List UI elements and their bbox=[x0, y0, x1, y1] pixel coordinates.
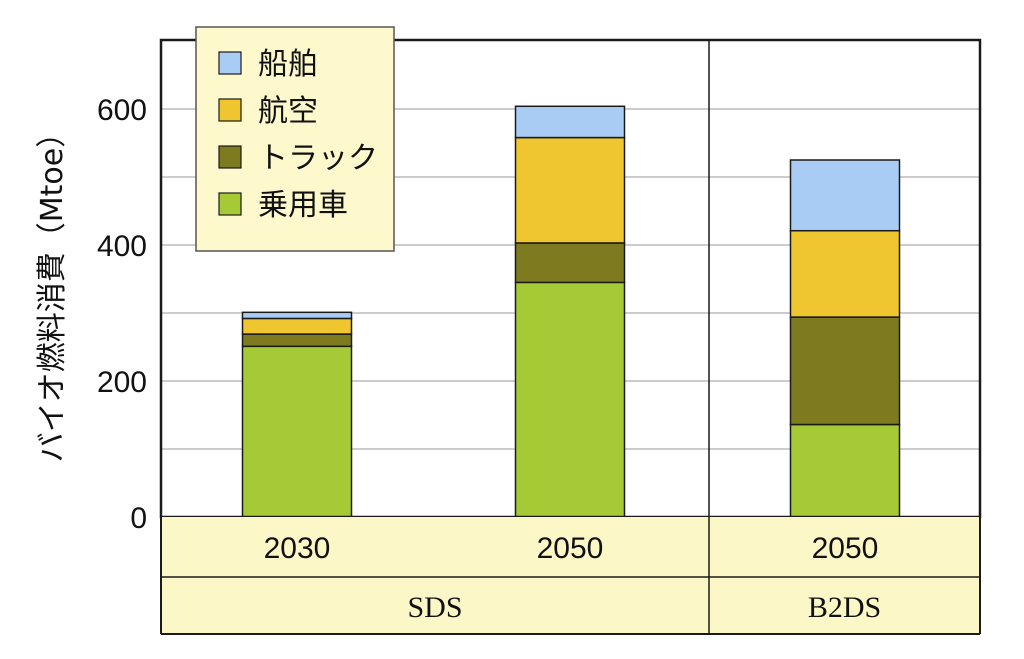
y-tick-label: 400 bbox=[97, 230, 147, 263]
y-tick-label: 200 bbox=[97, 366, 147, 399]
bar-segment bbox=[241, 311, 353, 320]
legend-label: 乗用車 bbox=[258, 188, 348, 223]
bar-segment bbox=[789, 159, 901, 232]
bar-segment bbox=[789, 316, 901, 426]
x-category-label: 2050 bbox=[812, 532, 879, 565]
legend-label: トラック bbox=[258, 141, 378, 176]
x-category-label: 2030 bbox=[264, 532, 331, 565]
y-tick-labels: 0 200 400 600 bbox=[97, 94, 147, 535]
legend-swatch bbox=[218, 192, 242, 216]
legend-label: 船舶 bbox=[258, 47, 318, 82]
bar-segment bbox=[241, 333, 353, 348]
legend-label: 航空 bbox=[258, 94, 318, 129]
bar-segment bbox=[241, 317, 353, 335]
bar-segment bbox=[514, 105, 626, 139]
y-tick-label: 0 bbox=[130, 502, 147, 535]
bar-segment bbox=[514, 281, 626, 518]
bar-segment bbox=[789, 229, 901, 318]
y-tick-label: 600 bbox=[97, 94, 147, 127]
bar-segment bbox=[241, 345, 353, 518]
bar-segment bbox=[514, 242, 626, 284]
bar-segment bbox=[514, 136, 626, 244]
bar-stacks bbox=[241, 105, 901, 518]
category-bands: 2030 2050 2050 SDS B2DS bbox=[160, 517, 981, 635]
legend-swatch bbox=[218, 51, 242, 75]
bar-segment bbox=[789, 423, 901, 518]
x-category-label: 2050 bbox=[537, 532, 604, 565]
legend-swatch bbox=[218, 145, 242, 169]
y-axis-label: バイオ燃料消費（Mtoe） bbox=[35, 118, 70, 462]
category-band-fill bbox=[161, 517, 980, 634]
x-group-label: SDS bbox=[407, 591, 462, 624]
legend-swatch bbox=[218, 98, 242, 122]
x-group-label: B2DS bbox=[808, 591, 881, 624]
